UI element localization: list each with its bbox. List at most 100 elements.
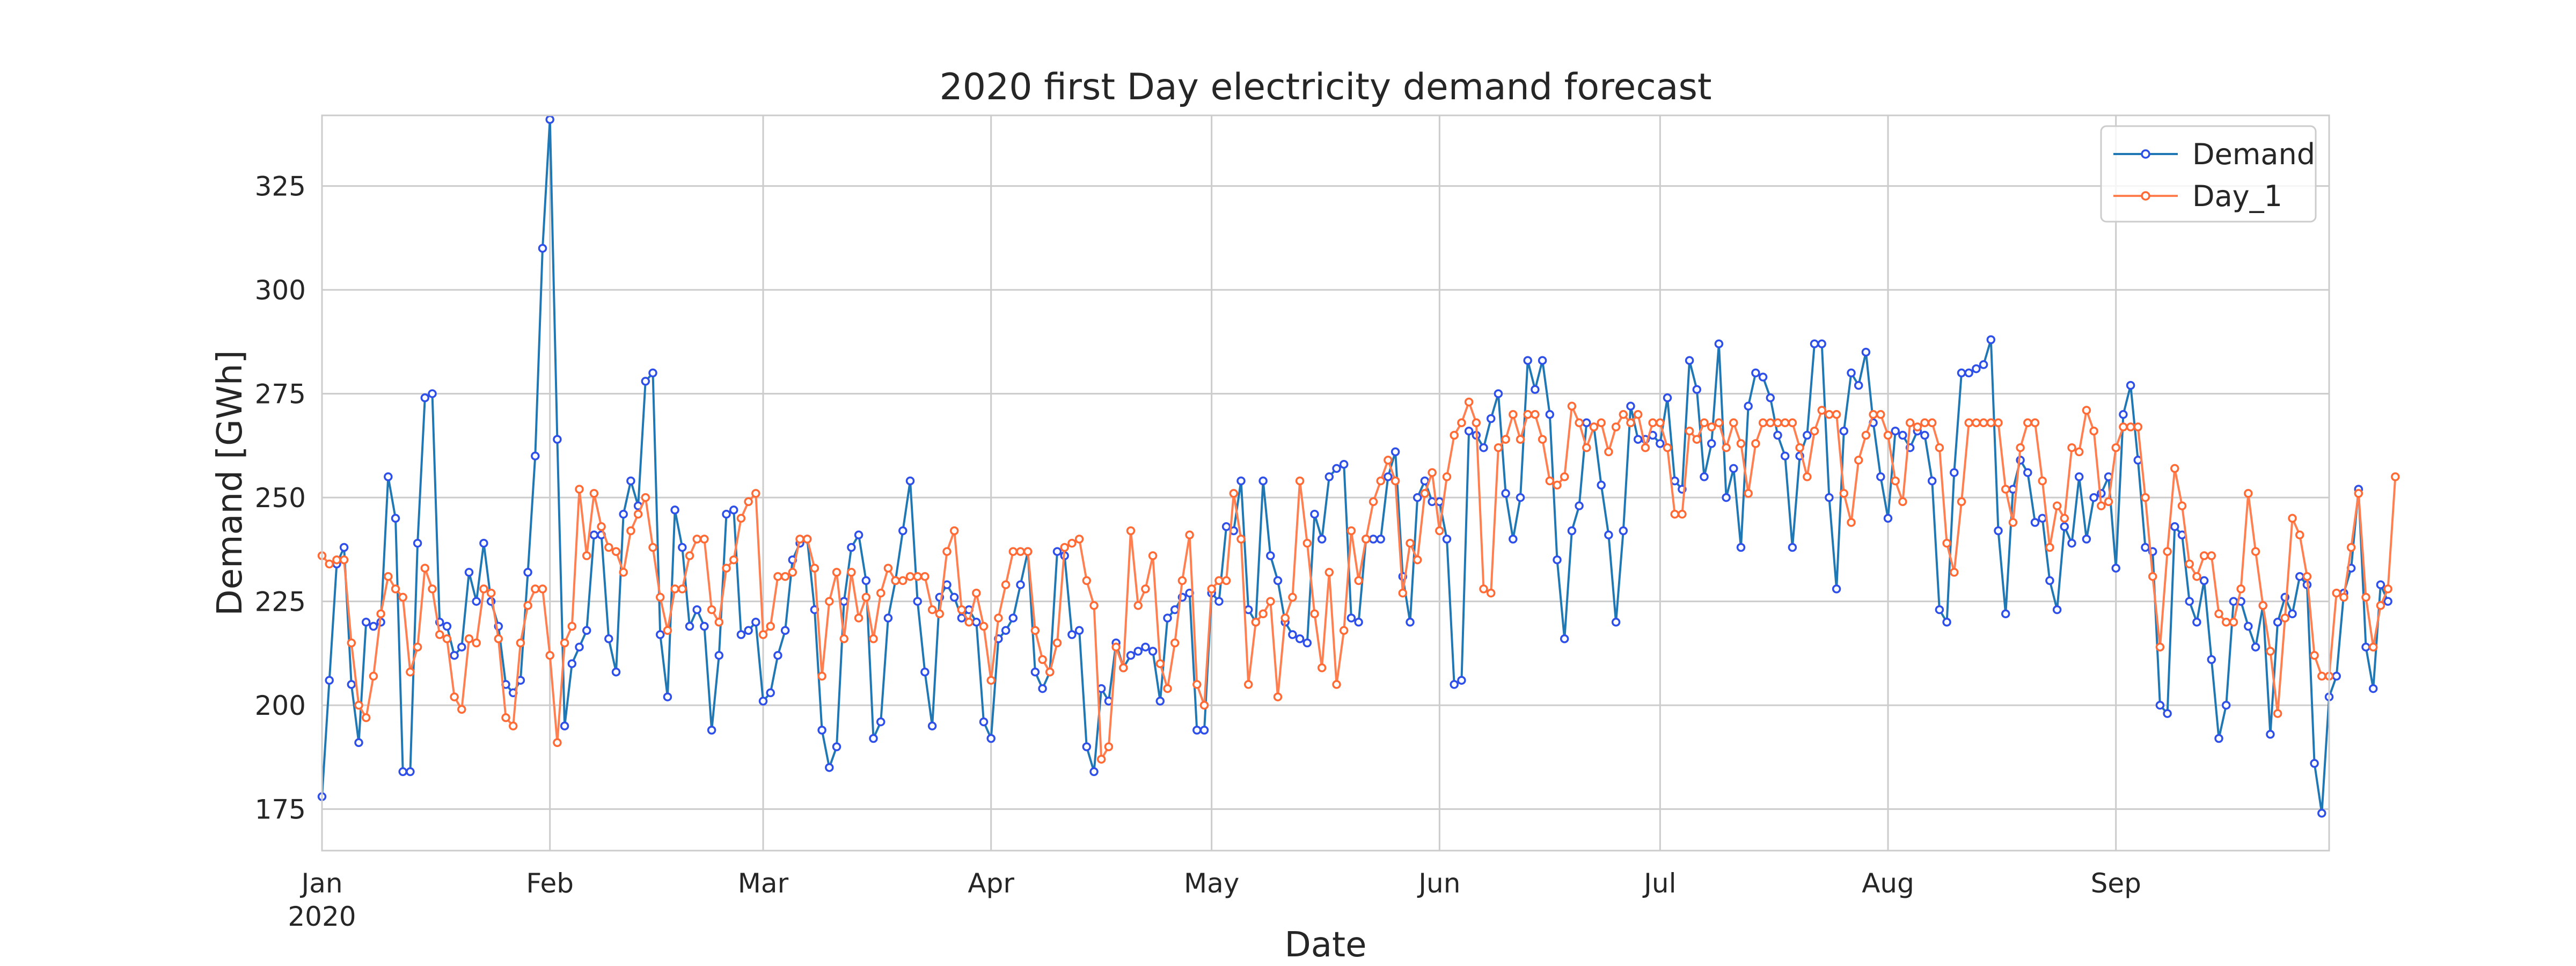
data-point-day-1 [457, 705, 466, 714]
data-point-day-1 [1207, 584, 1216, 594]
data-point-demand [2192, 618, 2201, 627]
data-point-demand [406, 767, 415, 777]
data-point-demand [1133, 647, 1143, 656]
data-point-demand [464, 568, 474, 577]
data-point-day-1 [1994, 418, 2003, 428]
data-point-day-1 [1501, 435, 1510, 444]
data-point-demand [1810, 339, 1819, 348]
data-point-day-1 [1111, 642, 1121, 652]
data-point-day-1 [1582, 443, 1591, 452]
data-point-day-1 [560, 638, 569, 648]
data-point-demand [1700, 472, 1709, 481]
data-point-day-1 [2177, 501, 2187, 510]
data-point-demand [1295, 634, 1305, 643]
data-point-day-1 [751, 489, 760, 498]
data-point-demand [479, 538, 488, 548]
data-point-demand [1729, 464, 1738, 473]
data-point-demand [531, 451, 540, 460]
data-point-demand [920, 667, 930, 677]
data-point-day-1 [1045, 667, 1055, 677]
data-point-demand [2288, 609, 2297, 619]
data-point-day-1 [2214, 609, 2223, 619]
data-point-demand [1030, 667, 1040, 677]
data-point-demand [1780, 451, 1790, 460]
data-point-day-1 [2030, 418, 2040, 428]
data-point-day-1 [839, 634, 848, 643]
series-layer [317, 115, 2400, 818]
data-point-demand [1442, 535, 1452, 544]
data-point-day-1 [1192, 680, 1202, 689]
data-point-demand [582, 626, 591, 635]
data-point-day-1 [1523, 410, 1532, 419]
data-point-day-1 [1038, 655, 1047, 664]
data-point-day-1 [1464, 397, 1474, 407]
data-point-demand [736, 630, 746, 639]
data-point-day-1 [472, 638, 481, 648]
data-point-demand [1273, 576, 1283, 586]
data-point-demand [1964, 368, 1973, 378]
data-point-day-1 [2133, 422, 2143, 431]
data-point-demand [1817, 339, 1826, 348]
data-point-day-1 [1950, 568, 1959, 577]
data-point-demand [780, 626, 790, 635]
data-point-demand [1744, 401, 1753, 411]
data-point-demand [1935, 605, 1944, 614]
data-point-day-1 [1155, 659, 1165, 668]
data-point-demand [663, 692, 672, 701]
data-point-demand [648, 368, 657, 378]
data-point-day-1 [1619, 410, 1628, 419]
data-point-day-1 [1817, 406, 1826, 415]
data-point-day-1 [538, 584, 547, 594]
data-point-demand [545, 115, 554, 124]
data-point-demand [2082, 535, 2091, 544]
legend-label-day-1: Day_1 [2192, 179, 2282, 213]
data-point-day-1 [942, 547, 952, 556]
data-point-day-1 [398, 592, 407, 602]
data-point-day-1 [1707, 422, 1716, 431]
data-point-day-1 [758, 630, 768, 639]
data-point-demand [1773, 430, 1782, 440]
data-point-demand [1766, 393, 1775, 402]
y-tick-label: 275 [255, 379, 306, 410]
legend-frame [2100, 125, 2317, 223]
x-tick-label: Aug [1862, 868, 1914, 899]
x-tick-label: Jul [1642, 868, 1676, 899]
data-point-demand [2229, 597, 2238, 606]
data-point-demand [1876, 472, 1885, 481]
data-point-day-1 [1538, 435, 1547, 444]
data-point-day-1 [1832, 410, 1841, 419]
data-point-demand [942, 580, 952, 589]
data-point-day-1 [2082, 406, 2091, 415]
data-point-day-1 [486, 588, 496, 598]
data-point-demand [1324, 472, 1334, 481]
y-tick-label: 325 [255, 171, 306, 202]
data-point-demand [1994, 526, 2003, 536]
data-point-demand [1163, 613, 1172, 623]
data-point-demand [2310, 759, 2319, 768]
data-point-day-1 [817, 671, 826, 681]
data-point-day-1 [2008, 518, 2018, 527]
data-point-demand [553, 435, 562, 444]
data-point-day-1 [994, 613, 1003, 623]
data-point-day-1 [2354, 489, 2363, 498]
data-point-day-1 [567, 621, 577, 631]
data-point-day-1 [2317, 671, 2326, 681]
data-point-day-1 [589, 489, 599, 498]
y-tick-label: 250 [255, 482, 306, 514]
data-point-demand [2295, 572, 2304, 581]
data-point-demand [1413, 493, 1422, 502]
data-point-demand [2119, 410, 2128, 419]
data-point-demand [589, 530, 599, 540]
data-point-day-1 [1604, 447, 1613, 457]
data-point-day-1 [2266, 647, 2275, 656]
data-point-demand [420, 393, 430, 402]
data-point-day-1 [2119, 422, 2128, 431]
data-point-day-1 [700, 535, 709, 544]
data-point-demand [839, 597, 848, 606]
data-point-demand [861, 576, 871, 586]
data-point-demand [1406, 618, 1415, 627]
data-point-day-1 [1825, 410, 1834, 419]
data-point-demand [361, 618, 371, 627]
data-point-day-1 [1420, 489, 1430, 498]
data-point-day-1 [1082, 576, 1092, 586]
